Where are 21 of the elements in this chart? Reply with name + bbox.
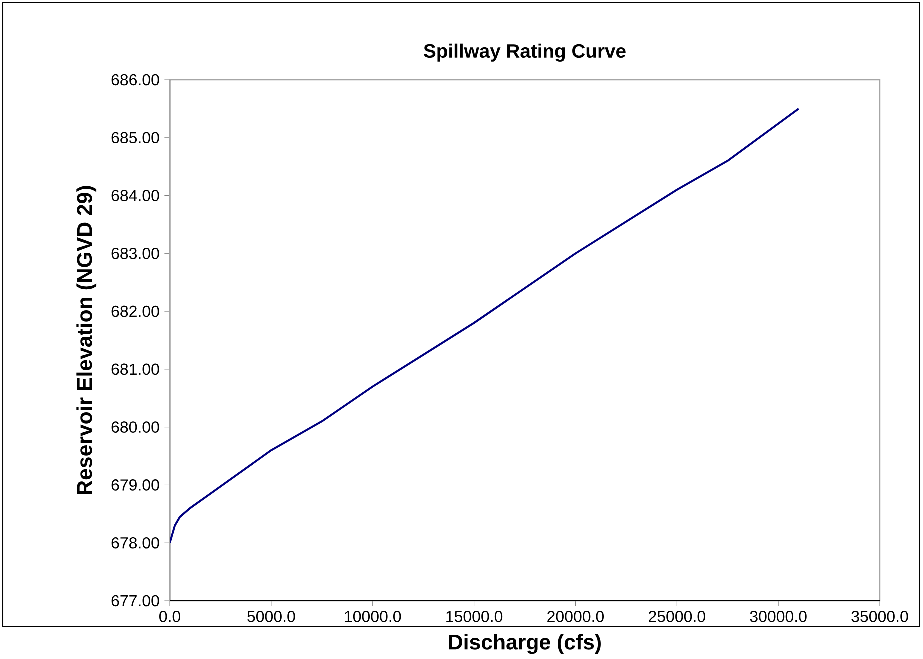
- x-tick-label: 25000.0: [649, 611, 706, 623]
- y-tick-label: 683.00: [112, 248, 160, 260]
- x-axis-title: Discharge (cfs): [449, 634, 601, 654]
- y-tick-label: 680.00: [112, 422, 160, 434]
- y-tick-label: 686.00: [112, 74, 160, 86]
- y-tick-label: 684.00: [112, 190, 160, 202]
- x-tick-label: 5000.0: [248, 611, 296, 623]
- y-tick-label: 678.00: [112, 538, 160, 549]
- x-tick-label: 0.0: [160, 611, 181, 623]
- y-tick-label: 679.00: [112, 480, 160, 492]
- x-tick-label: 20000.0: [548, 611, 604, 623]
- chart-title: Spillway Rating Curve: [424, 44, 626, 62]
- x-tick-label: 35000.0: [852, 611, 908, 623]
- y-axis-title: Reservoir Elevation (NGVD 29): [76, 186, 97, 495]
- y-tick-label: 682.00: [112, 306, 160, 318]
- x-tick-label: 15000.0: [446, 611, 503, 623]
- x-tick-label: 10000.0: [345, 611, 402, 623]
- y-tick-label: 681.00: [112, 364, 160, 376]
- x-tick-label: 30000.0: [750, 611, 807, 623]
- y-tick-label: 677.00: [112, 596, 160, 607]
- y-tick-label: 685.00: [112, 132, 160, 144]
